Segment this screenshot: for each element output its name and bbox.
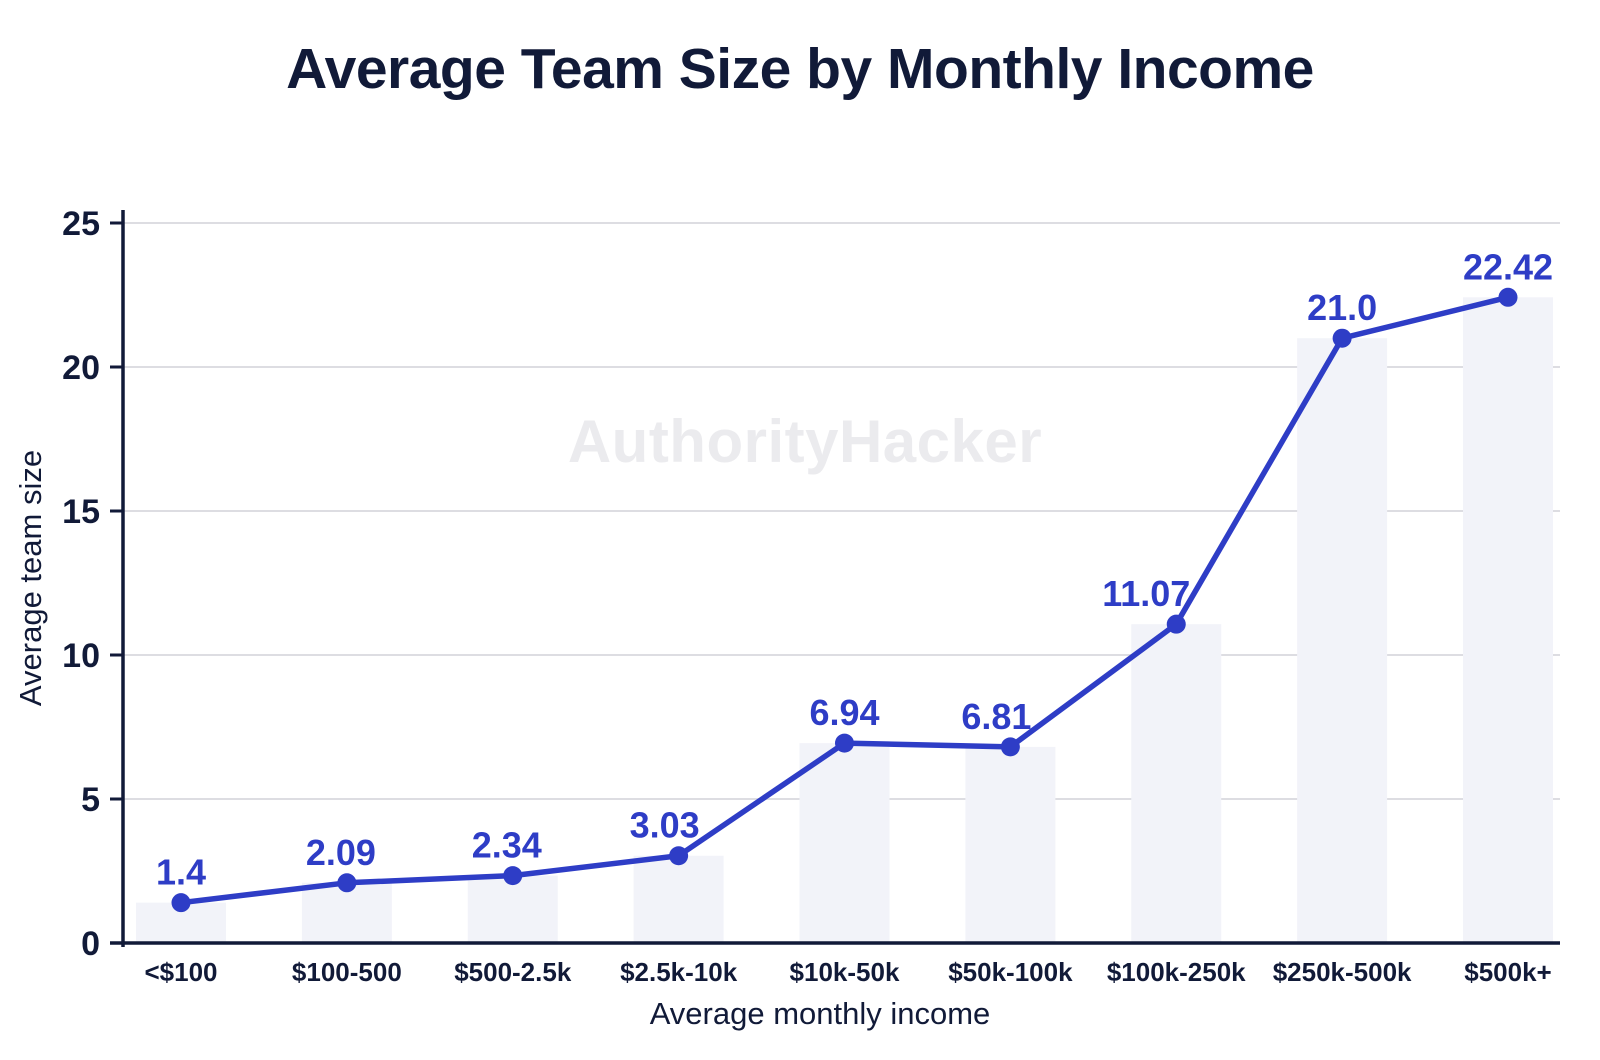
- x-axis-title: Average monthly income: [649, 996, 991, 1031]
- y-tick-label: 15: [62, 493, 100, 531]
- x-tick-label: $250k-500k: [1273, 957, 1412, 987]
- x-tick-label: <$100: [144, 957, 217, 987]
- data-point-label: 3.03: [630, 805, 700, 846]
- chart-title: Average Team Size by Monthly Income: [286, 37, 1314, 101]
- data-point: [1166, 614, 1186, 634]
- data-point-label: 6.94: [809, 692, 879, 733]
- x-tick-label: $2.5k-10k: [620, 957, 738, 987]
- data-point-label: 2.09: [306, 832, 376, 873]
- data-point: [835, 733, 854, 753]
- data-point: [669, 846, 689, 866]
- y-axis-title: Average team size: [13, 449, 48, 707]
- y-tick-label: 0: [81, 925, 100, 963]
- watermark-text: AuthorityHacker: [567, 408, 1043, 475]
- background-bar: [1297, 338, 1388, 943]
- x-tick-label: $100k-250k: [1107, 957, 1246, 987]
- background-bar: [799, 743, 890, 943]
- background-bar: [1131, 624, 1222, 943]
- data-point: [1332, 328, 1352, 348]
- data-point: [1498, 287, 1518, 307]
- data-point-label: 22.42: [1463, 246, 1553, 287]
- x-tick-label: $50k-100k: [948, 957, 1073, 987]
- y-tick-label: 20: [62, 349, 100, 387]
- background-bar: [965, 746, 1056, 943]
- background-bar: [1463, 297, 1553, 944]
- x-tick-label: $100-500: [292, 957, 402, 987]
- x-tick-label: $10k-50k: [790, 957, 900, 987]
- background-bar: [301, 882, 392, 943]
- x-tick-label: $500-2.5k: [454, 957, 572, 987]
- background-bar: [633, 855, 724, 943]
- data-point-label: 6.81: [961, 696, 1031, 737]
- data-point: [337, 873, 357, 893]
- data-point: [171, 893, 191, 913]
- data-point-label: 1.4: [156, 852, 206, 893]
- y-tick-label: 10: [62, 637, 100, 675]
- data-point-label: 21.0: [1307, 287, 1377, 328]
- data-point-label: 11.07: [1102, 573, 1190, 614]
- data-point-label: 2.34: [472, 825, 542, 866]
- y-tick-label: 25: [62, 205, 100, 243]
- x-tick-label: $500k+: [1464, 957, 1551, 987]
- data-point: [1000, 737, 1020, 757]
- background-bar: [467, 875, 558, 943]
- data-point: [503, 866, 523, 886]
- y-tick-label: 5: [81, 781, 100, 819]
